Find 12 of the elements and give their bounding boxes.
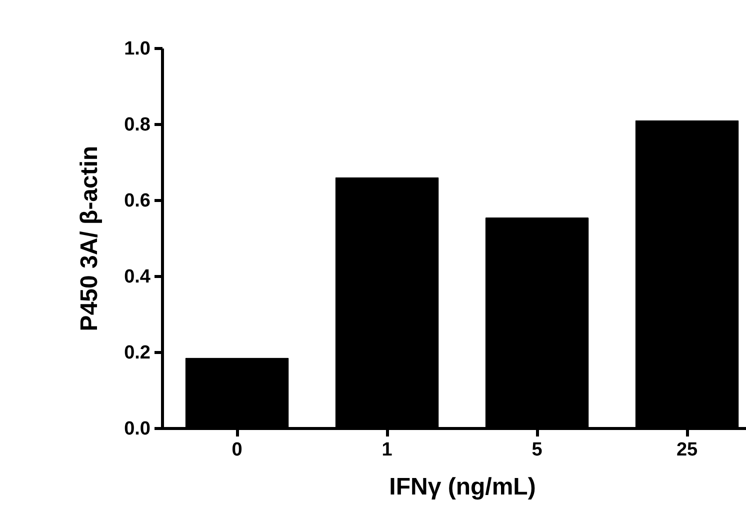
x-tick-label: 5 (532, 440, 543, 460)
x-axis-title: IFNγ (ng/mL) (389, 474, 536, 500)
x-tick-label: 25 (676, 440, 698, 460)
x-tick-label: 1 (382, 440, 393, 460)
y-tick-label: 0.8 (124, 114, 150, 136)
x-tick-label: 0 (232, 440, 242, 460)
y-tick-label: 0.2 (124, 342, 150, 364)
y-tick-label: 0.6 (124, 190, 150, 212)
y-tick-label: 0.0 (124, 418, 150, 440)
y-tick-label: 1.0 (124, 38, 150, 60)
y-axis-title: P450 3A/ β-actin (76, 146, 104, 332)
y-tick-label: 0.4 (124, 266, 151, 288)
